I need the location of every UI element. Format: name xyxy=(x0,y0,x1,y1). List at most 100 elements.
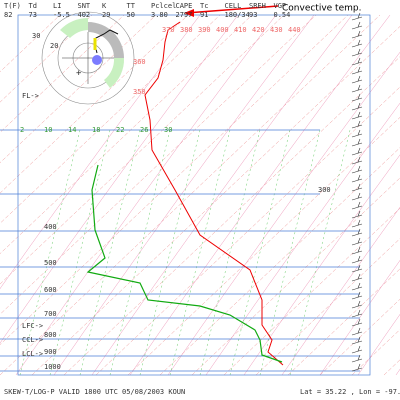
wind-barb xyxy=(351,219,363,228)
dry-adiabat xyxy=(357,313,400,376)
wind-barb xyxy=(351,345,363,354)
pressure-label: 900 xyxy=(44,348,57,356)
isotherm xyxy=(287,268,400,376)
dry-adiabat xyxy=(243,154,400,376)
wind-barb xyxy=(351,165,363,174)
theta-label: 410 xyxy=(234,26,247,34)
isotherm xyxy=(223,207,400,376)
footer-right: Lat = 35.22 , Lon = -97.45 xyxy=(300,388,400,396)
wind-barb xyxy=(351,84,363,93)
header-label: VGP xyxy=(274,2,287,10)
hodo-label: 20 xyxy=(50,42,58,50)
level-label: CCL-> xyxy=(22,336,43,344)
mixing-ratio xyxy=(79,129,141,376)
pressure-label: 300 xyxy=(318,186,331,194)
header-value: 180/34 xyxy=(225,11,250,19)
dry-adiabat xyxy=(205,102,400,376)
level-label: LCL-> xyxy=(22,350,43,358)
header-label: Tc xyxy=(200,2,208,10)
isotherm xyxy=(0,14,317,315)
wind-barb xyxy=(351,309,363,318)
wind-barb xyxy=(351,318,363,327)
mixing-ratio xyxy=(169,129,231,376)
isotherm xyxy=(319,298,400,376)
svg-text:+: + xyxy=(76,69,82,79)
annotation-arrow xyxy=(184,5,279,17)
pressure-label: 400 xyxy=(44,223,57,231)
wind-barb xyxy=(351,30,363,39)
theta-label: 380 xyxy=(180,26,193,34)
header-value: 82 xyxy=(4,11,12,19)
header-value: 50 xyxy=(127,11,135,19)
theta-label: 440 xyxy=(288,26,301,34)
dry-adiabat xyxy=(15,14,277,376)
pressure-label: 500 xyxy=(44,259,57,267)
wind-barb xyxy=(351,75,363,84)
theta-label: 400 xyxy=(216,26,229,34)
dry-adiabat xyxy=(319,259,400,376)
header-value: 3.80 xyxy=(151,11,168,19)
dry-adiabat xyxy=(0,14,201,290)
header-label: K xyxy=(102,2,107,10)
header-value: 29 xyxy=(102,11,110,19)
wind-barb xyxy=(351,147,363,156)
wind-barb xyxy=(351,327,363,336)
mixing-label: 22 xyxy=(116,126,124,134)
wind-barb xyxy=(351,228,363,237)
wind-barb xyxy=(351,111,363,120)
mixing-label: 18 xyxy=(92,126,100,134)
mixing-label: 2 xyxy=(20,126,24,134)
wind-barb xyxy=(351,102,363,111)
header-label: CELL xyxy=(225,2,242,10)
wind-barb xyxy=(351,291,363,300)
wind-barb xyxy=(351,183,363,192)
dry-adiabat xyxy=(0,14,239,344)
theta-label: 390 xyxy=(198,26,211,34)
header-value: 73 xyxy=(29,11,37,19)
isotherm xyxy=(255,238,400,376)
wind-barb xyxy=(351,48,363,57)
dry-adiabat xyxy=(167,51,400,376)
mixing-ratio xyxy=(109,129,171,376)
mixing-ratio xyxy=(139,129,201,376)
wind-barb xyxy=(351,282,363,291)
wind-barb xyxy=(351,39,363,48)
wind-barb xyxy=(351,174,363,183)
dry-adiabat xyxy=(129,14,391,376)
wind-barb xyxy=(351,93,363,102)
header-value: -5.5 xyxy=(53,11,70,19)
header-value: 0.54 xyxy=(274,11,291,19)
header-label: Td xyxy=(29,2,37,10)
wind-barb xyxy=(351,210,363,219)
wind-barb xyxy=(351,12,363,21)
annotation: Convective temp. xyxy=(282,4,361,14)
isotherm xyxy=(0,14,349,346)
mixing-ratio xyxy=(259,129,321,376)
pressure-label: 1000 xyxy=(44,363,61,371)
wind-barb xyxy=(351,120,363,129)
pressure-label: 600 xyxy=(44,286,57,294)
theta-label: 420 xyxy=(252,26,265,34)
dry-adiabat xyxy=(91,14,353,376)
theta-label: 350 xyxy=(133,88,146,96)
wind-barb xyxy=(351,363,363,372)
mixing-label: 26 xyxy=(140,126,148,134)
wind-barb xyxy=(351,300,363,309)
mixing-ratio xyxy=(229,129,291,376)
pressure-label: 700 xyxy=(44,310,57,318)
mixing-label: 14 xyxy=(68,126,76,134)
wind-barb xyxy=(351,138,363,147)
wind-barb xyxy=(351,66,363,75)
mixing-ratio xyxy=(49,129,111,376)
wind-barb xyxy=(351,246,363,255)
isotherm xyxy=(159,147,400,376)
dewpoint-trace xyxy=(86,164,283,363)
isotherm xyxy=(0,14,253,255)
level-label: LFC-> xyxy=(22,322,43,330)
header-value: 2797 xyxy=(176,11,193,19)
pressure-label: 800 xyxy=(44,331,57,339)
header-value: 91 xyxy=(200,11,208,19)
mixing-label: 30 xyxy=(164,126,172,134)
isotherm xyxy=(127,116,400,376)
